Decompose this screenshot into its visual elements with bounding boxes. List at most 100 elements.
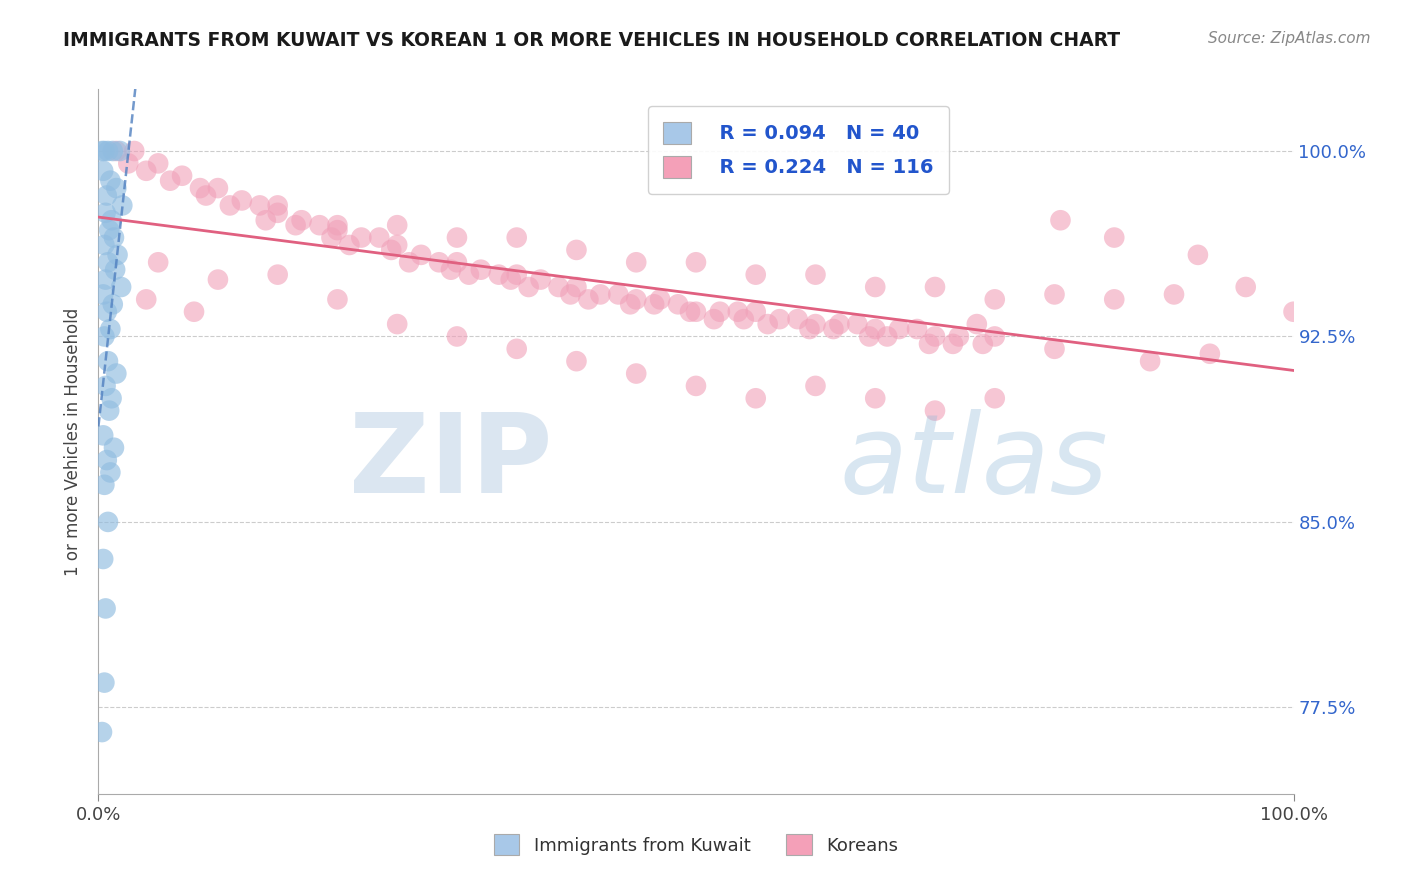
Point (488, 268, 510, 282)
Point (924, 280, 946, 294)
Point (107, 248, 129, 262)
Point (91, 552, 114, 566)
Point (97, 144, 120, 158)
Point (727, 304, 749, 318)
Point (942, 337, 965, 351)
Point (94, 601, 117, 615)
Point (756, 317, 779, 331)
Point (804, 317, 827, 331)
Point (607, 287, 630, 301)
Point (105, 144, 128, 158)
Point (91, 428, 114, 442)
Point (804, 379, 827, 393)
Point (1282, 304, 1305, 318)
Text: ZIP: ZIP (349, 409, 553, 516)
Point (159, 174, 181, 188)
Point (948, 329, 970, 343)
Point (105, 367, 128, 381)
Point (411, 248, 433, 262)
Point (966, 317, 988, 331)
Point (984, 293, 1007, 307)
Point (398, 255, 420, 269)
Point (219, 198, 242, 212)
Point (101, 144, 124, 158)
Point (499, 272, 522, 286)
Point (100, 391, 122, 405)
Point (1043, 342, 1066, 356)
Point (799, 322, 821, 336)
Point (823, 322, 845, 336)
Point (111, 198, 134, 212)
Point (565, 354, 588, 368)
Point (148, 156, 170, 170)
Point (865, 280, 887, 294)
Point (865, 322, 887, 336)
Point (560, 287, 582, 301)
Point (1234, 280, 1257, 294)
Point (100, 213, 122, 227)
Point (1163, 287, 1185, 301)
Point (291, 213, 314, 227)
Point (565, 280, 588, 294)
Point (321, 230, 343, 244)
Point (578, 293, 600, 307)
Point (103, 441, 125, 455)
Point (924, 403, 946, 417)
Point (254, 213, 277, 227)
Point (101, 297, 124, 311)
Point (98, 466, 122, 480)
Point (972, 337, 994, 351)
Point (339, 238, 361, 252)
Point (745, 304, 768, 318)
Point (96, 453, 118, 467)
Point (91, 163, 114, 178)
Point (427, 255, 450, 269)
Point (470, 262, 492, 277)
Point (91, 287, 114, 301)
Point (308, 218, 330, 232)
Point (93, 478, 115, 492)
Point (93, 675, 115, 690)
Point (828, 317, 851, 331)
Point (94, 272, 117, 286)
Point (924, 329, 946, 343)
Point (889, 322, 911, 336)
Point (267, 268, 290, 282)
Point (94, 379, 117, 393)
Point (172, 169, 194, 183)
Point (207, 181, 229, 195)
Point (98, 403, 121, 417)
Point (984, 391, 1007, 405)
Point (786, 312, 808, 326)
Point (733, 312, 755, 326)
Point (619, 297, 641, 311)
Point (368, 230, 391, 244)
Point (385, 218, 409, 232)
Point (350, 230, 373, 244)
Point (124, 144, 146, 158)
Point (97, 354, 120, 368)
Point (703, 312, 725, 326)
Y-axis label: 1 or more Vehicles in Household: 1 or more Vehicles in Household (65, 308, 83, 575)
Point (110, 280, 132, 294)
Point (93, 329, 115, 343)
Point (1043, 287, 1066, 301)
Point (94, 206, 117, 220)
Point (589, 287, 612, 301)
Point (804, 268, 827, 282)
Point (231, 194, 253, 208)
Point (846, 317, 869, 331)
Legend: Immigrants from Kuwait, Koreans: Immigrants from Kuwait, Koreans (486, 827, 905, 863)
Point (96, 188, 118, 202)
Point (865, 391, 887, 405)
Point (195, 188, 218, 202)
Point (458, 268, 481, 282)
Point (643, 297, 665, 311)
Point (103, 230, 125, 244)
Point (117, 156, 139, 170)
Point (267, 198, 290, 212)
Point (530, 272, 553, 286)
Point (183, 304, 205, 318)
Point (745, 268, 768, 282)
Text: Source: ZipAtlas.com: Source: ZipAtlas.com (1208, 31, 1371, 46)
